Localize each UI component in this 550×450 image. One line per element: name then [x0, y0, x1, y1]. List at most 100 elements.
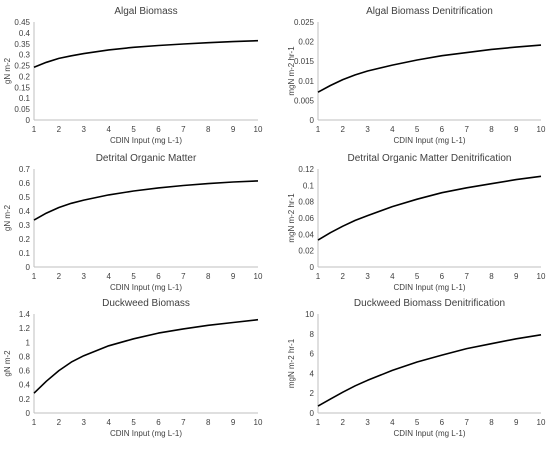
x-tick-label: 2 — [341, 418, 346, 427]
y-tick-label: 6 — [310, 350, 315, 359]
x-tick-label: 6 — [440, 272, 445, 281]
chart-title: Algal Biomass Denitrification — [366, 6, 493, 17]
y-tick-label: 0.05 — [14, 105, 30, 114]
y-tick-label: 0 — [26, 263, 31, 272]
x-tick-label: 9 — [231, 125, 236, 134]
x-tick-label: 6 — [156, 418, 161, 427]
y-tick-label: 0.15 — [14, 83, 30, 92]
x-tick-label: 4 — [390, 125, 395, 134]
y-tick-label: 2 — [310, 389, 315, 398]
x-axis-label: CDIN Input (mg L-1) — [110, 136, 182, 145]
chart-panel-3: Detrital Organic Matter 0 0.1 0.2 0.3 0.4 0.5 0… — [3, 153, 263, 292]
x-tick-label: 10 — [254, 125, 263, 134]
y-tick-label: 0.04 — [298, 230, 314, 239]
x-tick-label: 10 — [254, 418, 263, 427]
chart-panel-1: Algal Biomass 0 0.05 0.1 0.15 0.20.25 0.3 0.35 0… — [3, 6, 263, 145]
y-tick-label: 0.6 — [19, 367, 31, 376]
chart-title: Algal Biomass — [114, 6, 177, 17]
x-tick-label: 6 — [440, 418, 445, 427]
y-axis-label: gN m-2 — [3, 204, 12, 231]
x-tick-label: 4 — [390, 418, 395, 427]
x-tick-label: 7 — [464, 418, 469, 427]
y-tick-label: 8 — [310, 330, 315, 339]
x-tick-label: 10 — [537, 272, 546, 281]
y-axis-label: gN m-2 — [3, 350, 12, 377]
chart-panel-5: Duckweed Biomass 0 0.2 0.4 0.6 0.8 1 1.2 1.4 1 2 3 4… — [3, 298, 263, 438]
x-tick-label: 1 — [316, 418, 321, 427]
x-tick-label: 5 — [415, 125, 420, 134]
y-tick-label: 0.45 — [14, 18, 30, 27]
x-tick-label: 1 — [316, 125, 321, 134]
y-tick-label: 0.35 — [14, 40, 30, 49]
series-line — [317, 175, 542, 241]
y-tick-label: 0.4 — [19, 381, 31, 390]
x-tick-label: 5 — [415, 272, 420, 281]
x-tick-label: 6 — [156, 125, 161, 134]
y-tick-label: 0.5 — [19, 193, 31, 202]
y-tick-label: 0.2 — [19, 235, 31, 244]
x-tick-label: 9 — [231, 418, 236, 427]
y-tick-label: 0 — [310, 116, 315, 125]
x-tick-label: 8 — [489, 418, 494, 427]
x-tick-label: 5 — [415, 418, 420, 427]
x-tick-label: 9 — [514, 418, 519, 427]
x-axis-label: CDIN Input (mg L-1) — [393, 283, 465, 292]
x-axis-label: CDIN Input (mg L-1) — [393, 429, 465, 438]
y-tick-label: 0.7 — [19, 165, 31, 174]
chart-title: Duckweed Biomass Denitrification — [354, 298, 505, 309]
chart-panel-2: Algal Biomass Denitrification 0 0.005 0.01 0… — [287, 6, 546, 145]
y-tick-label: 0.02 — [298, 247, 314, 256]
x-tick-label: 7 — [181, 272, 186, 281]
y-tick-label: 0.8 — [19, 352, 31, 361]
series-line — [33, 318, 259, 394]
x-tick-label: 6 — [440, 125, 445, 134]
y-tick-label: 1.4 — [19, 310, 31, 319]
x-tick-label: 2 — [341, 125, 346, 134]
x-tick-label: 2 — [57, 125, 62, 134]
y-tick-label: 0.08 — [298, 198, 314, 207]
series-line — [33, 180, 259, 221]
chart-title: Duckweed Biomass — [102, 298, 190, 309]
x-tick-label: 4 — [106, 272, 111, 281]
x-tick-label: 8 — [489, 272, 494, 281]
y-tick-label: 0.01 — [298, 77, 314, 86]
x-tick-label: 4 — [106, 125, 111, 134]
x-tick-label: 5 — [131, 272, 136, 281]
x-axis-label: CDIN Input (mg L-1) — [110, 429, 182, 438]
x-tick-label: 1 — [32, 125, 37, 134]
chart-panel-6: Duckweed Biomass Denitrification 0 2 4 6 8 10 1… — [287, 298, 546, 438]
chart-title: Detrital Organic Matter Denitrification — [348, 153, 512, 164]
y-tick-label: 0.3 — [19, 221, 31, 230]
y-tick-label: 0.12 — [298, 165, 314, 174]
y-tick-label: 0.2 — [19, 395, 31, 404]
x-tick-label: 7 — [464, 125, 469, 134]
x-tick-label: 9 — [231, 272, 236, 281]
y-axis-label: mgN m-2 hr-1 — [287, 46, 296, 96]
x-axis-label: CDIN Input (mg L-1) — [110, 283, 182, 292]
x-tick-label: 6 — [156, 272, 161, 281]
y-tick-label: 0 — [310, 263, 315, 272]
x-tick-label: 3 — [365, 125, 370, 134]
x-tick-label: 10 — [254, 272, 263, 281]
x-tick-label: 5 — [131, 418, 136, 427]
y-tick-label: 10 — [305, 310, 314, 319]
y-tick-label: 0.3 — [19, 51, 31, 60]
x-tick-label: 3 — [82, 272, 87, 281]
y-tick-label: 0 — [310, 409, 315, 418]
y-tick-label: 0.4 — [19, 207, 31, 216]
x-tick-label: 10 — [537, 418, 546, 427]
y-axis-label: gN m-2 — [3, 57, 12, 84]
series-line — [317, 334, 542, 407]
y-tick-label: 0.1 — [19, 94, 31, 103]
y-tick-label: 0.1 — [303, 181, 315, 190]
x-tick-label: 9 — [514, 272, 519, 281]
x-tick-label: 3 — [365, 418, 370, 427]
series-line — [317, 44, 542, 93]
y-tick-label: 0.015 — [294, 57, 315, 66]
x-tick-label: 8 — [206, 125, 211, 134]
y-tick-label: 0.4 — [19, 29, 31, 38]
y-tick-label: 0.005 — [294, 96, 315, 105]
x-tick-label: 1 — [32, 272, 37, 281]
